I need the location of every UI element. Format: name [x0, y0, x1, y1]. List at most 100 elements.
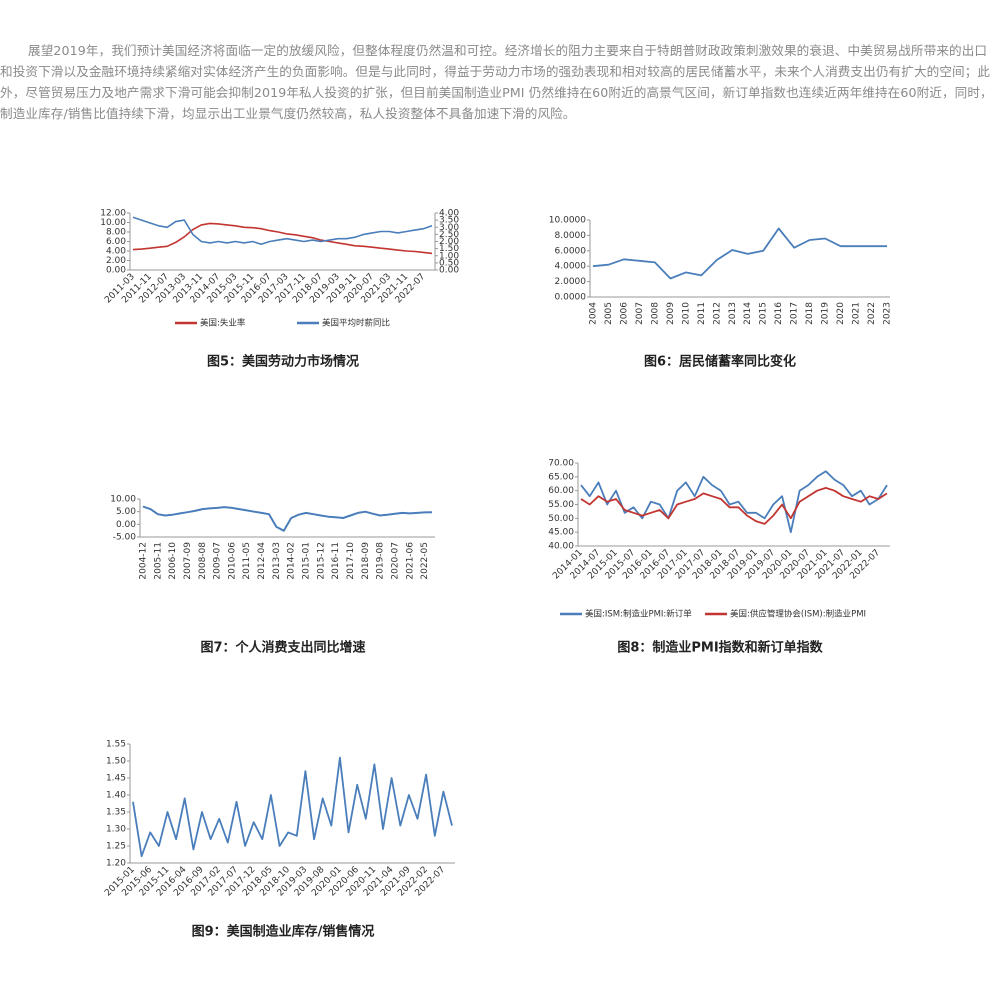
y-tick-label: 0.00	[116, 520, 136, 530]
x-tick-label: 2009	[666, 302, 676, 325]
y-tick-label: 8.0000	[555, 231, 587, 241]
series-line	[132, 222, 433, 255]
y-tick-label: 1.45	[106, 774, 126, 784]
caption: 图9：美国制造业库存/销售情况	[192, 924, 375, 940]
x-tick-label: 2015-01	[302, 542, 312, 580]
x-tick-label: 2007	[635, 302, 645, 325]
y-tick-label: 10.0000	[549, 216, 586, 226]
caption: 图6：居民储蓄率同比变化	[644, 354, 796, 370]
y-tick-label: 60.00	[548, 486, 574, 496]
y-tick-label: 10.00	[100, 218, 126, 228]
y2-tick-label: 4.00	[439, 209, 459, 219]
caption: 图7：个人消费支出同比增速	[200, 640, 365, 656]
x-tick-label: 2018-09	[361, 542, 371, 580]
y-tick-label: 2.0000	[555, 277, 587, 287]
series-line	[142, 505, 433, 532]
series-line	[132, 216, 433, 246]
series-line	[592, 227, 887, 280]
x-tick-label: 2005	[604, 302, 614, 325]
y2-tick-label: 1.00	[439, 251, 459, 261]
y-tick-label: 1.20	[106, 859, 126, 869]
x-tick-label: 2014-02	[287, 542, 297, 580]
x-tick-label: 2007-09	[183, 542, 193, 580]
x-tick-label: 2012-04	[257, 542, 267, 580]
x-tick-label: 2012	[712, 302, 722, 325]
y2-tick-label: 2.50	[439, 230, 459, 240]
x-tick-label: 2015	[759, 302, 769, 325]
legend-label: 美国平均时薪同比	[322, 318, 390, 329]
x-tick-label: 2022-05	[420, 542, 430, 580]
x-tick-label: 2017	[790, 302, 800, 325]
x-tick-label: 2008-08	[198, 542, 208, 580]
y-tick-label: 1.55	[106, 740, 126, 750]
y-tick-label: 1.40	[106, 791, 126, 801]
x-tick-label: 2005-11	[153, 542, 163, 580]
x-tick-label: 2023	[883, 302, 893, 325]
x-tick-label: 2010-06	[227, 542, 237, 580]
y-tick-label: 1.35	[106, 808, 126, 818]
x-tick-label: 2011	[697, 302, 707, 325]
caption: 图5：美国劳动力市场情况	[207, 354, 359, 370]
series-line	[580, 487, 888, 525]
y2-tick-label: 2.00	[439, 237, 459, 247]
x-tick-label: 2020-07	[390, 542, 400, 580]
x-tick-label: 2015-12	[316, 542, 326, 580]
y2-tick-label: 3.50	[439, 216, 459, 226]
y-tick-label: 6.00	[106, 237, 126, 247]
legend-label: 美国:供应管理协会(ISM):制造业PMI	[730, 609, 866, 620]
y-tick-label: 2.00	[106, 256, 126, 266]
y-tick-label: 50.00	[548, 514, 574, 524]
x-tick-label: 2004	[589, 302, 599, 325]
y-tick-label: 4.00	[106, 247, 126, 257]
y-tick-label: -5.00	[113, 533, 137, 543]
y-tick-label: 0.0000	[555, 293, 587, 303]
x-tick-label: 2018	[805, 302, 815, 325]
x-tick-label: 2021	[852, 302, 862, 325]
y-tick-label: 1.30	[106, 825, 126, 835]
x-tick-label: 2021-06	[405, 542, 415, 580]
y-tick-label: 12.00	[100, 209, 126, 219]
y-tick-label: 6.0000	[555, 246, 587, 256]
x-tick-label: 2006	[619, 302, 629, 325]
x-tick-label: 2017-10	[346, 542, 356, 580]
x-tick-label: 2019	[821, 302, 831, 325]
y-tick-label: 5.00	[116, 507, 136, 517]
y-tick-label: 65.00	[548, 472, 574, 482]
y-tick-label: 1.50	[106, 757, 126, 767]
x-tick-label: 2008	[650, 302, 660, 325]
x-tick-label: 2010	[681, 302, 691, 325]
x-tick-label: 2022	[867, 302, 877, 325]
x-tick-label: 2006-10	[168, 542, 178, 580]
y2-tick-label: 0.00	[439, 266, 459, 276]
y-tick-label: 4.0000	[555, 262, 587, 272]
y2-tick-label: 0.50	[439, 258, 459, 268]
y-tick-label: 55.00	[548, 500, 574, 510]
x-tick-label: 2016	[774, 302, 784, 325]
y-tick-label: 45.00	[548, 528, 574, 538]
legend-label: 美国:失业率	[200, 318, 246, 329]
x-tick-label: 2004-12	[139, 542, 149, 580]
x-tick-label: 2011-05	[242, 542, 252, 580]
x-tick-label: 2014	[743, 302, 753, 325]
y-tick-label: 0.00	[106, 266, 126, 276]
series-line	[132, 756, 453, 858]
y-tick-label: 70.00	[548, 459, 574, 469]
x-tick-label: 2016-11	[331, 542, 341, 580]
y2-tick-label: 3.00	[439, 223, 459, 233]
legend-label: 美国:ISM:制造业PMI:新订单	[585, 609, 692, 620]
x-tick-label: 2009-07	[213, 542, 223, 580]
y-tick-label: 1.25	[106, 842, 126, 852]
x-tick-label: 2013-03	[272, 542, 282, 580]
y-tick-label: 8.00	[106, 228, 126, 238]
paragraph: 展望2019年，我们预计美国经济将面临一定的放缓风险，但整体程度仍然温和可控。经…	[0, 43, 993, 121]
x-tick-label: 2020	[836, 302, 846, 325]
x-tick-label: 2019-08	[376, 542, 386, 580]
caption: 图8：制造业PMI指数和新订单指数	[617, 640, 823, 656]
y-tick-label: 40.00	[548, 542, 574, 552]
x-tick-label: 2013	[728, 302, 738, 325]
series-line	[580, 470, 888, 534]
y-tick-label: 10.00	[110, 495, 136, 505]
y2-tick-label: 1.50	[439, 244, 459, 254]
